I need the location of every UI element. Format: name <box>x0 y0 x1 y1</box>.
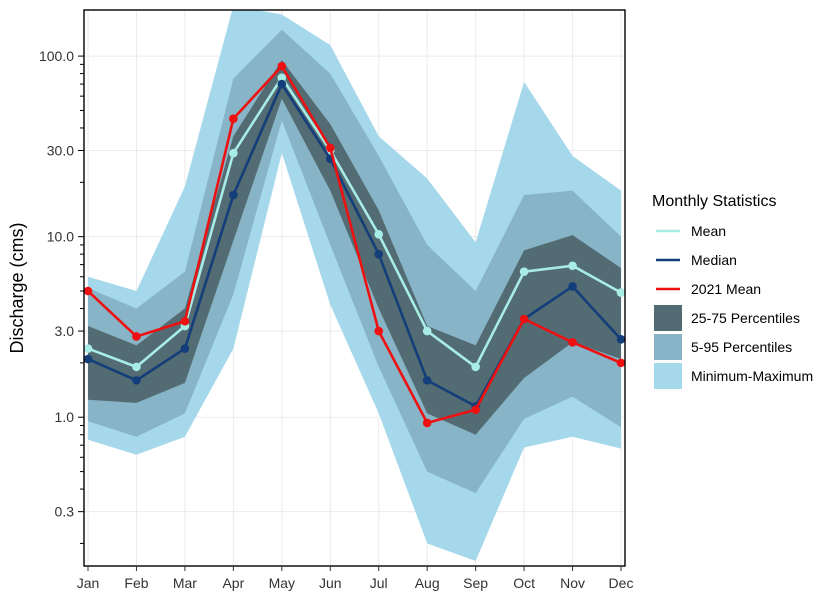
x-tick-label-oct: Oct <box>513 575 535 591</box>
y-axis-ticks: 0.3 1.0 3.0 10.0 30.0 100.0 <box>39 48 84 544</box>
y-tick-label: 10.0 <box>47 229 74 245</box>
x-tick-label-jan: Jan <box>77 575 100 591</box>
x-tick-label-feb: Feb <box>124 575 148 591</box>
legend-label: 25-75 Percentiles <box>691 310 800 326</box>
bands-layer <box>88 10 621 561</box>
point-mean-sep <box>471 362 480 372</box>
series-2021-mean <box>83 61 626 428</box>
y-tick-label: 3.0 <box>55 323 75 339</box>
point-median-apr <box>229 190 238 200</box>
legend-key-swatch <box>654 363 682 389</box>
point-mean-may <box>277 73 287 82</box>
legend-key-swatch <box>654 334 682 360</box>
point-median-aug <box>422 376 432 385</box>
point-median-dec <box>616 335 626 344</box>
point-2021-mean-aug <box>422 418 432 428</box>
x-tick-label-apr: Apr <box>222 575 244 591</box>
series-layer <box>83 61 626 428</box>
point-2021-mean-jan <box>83 286 93 296</box>
x-tick-label-mar: Mar <box>173 575 197 591</box>
y-tick-label: 100.0 <box>39 48 74 64</box>
point-mean-oct <box>519 267 529 276</box>
point-2021-mean-mar <box>180 316 190 326</box>
legend-item-25-75-percentiles: 25-75 Percentiles <box>654 305 800 331</box>
point-2021-mean-apr <box>229 114 238 124</box>
series-line-mean <box>87 76 622 369</box>
point-median-may <box>277 79 287 89</box>
point-2021-mean-dec <box>616 358 626 368</box>
point-mean-jul <box>374 230 384 239</box>
point-median-jul <box>374 249 384 259</box>
point-mean-nov <box>568 261 577 271</box>
legend: Monthly Statistics Mean Median 2021 Mean 25… <box>652 193 813 389</box>
series-line-2021-mean <box>87 64 622 425</box>
point-mean-apr <box>229 148 238 158</box>
point-mean-aug <box>422 326 432 336</box>
axes-frame <box>83 9 626 567</box>
point-2021-mean-nov <box>568 337 577 347</box>
point-2021-mean-jun <box>325 143 335 153</box>
legend-item-2021-mean: 2021 Mean <box>656 281 761 297</box>
legend-item-5-95-percentiles: 5-95 Percentiles <box>654 334 792 360</box>
legend-key-swatch <box>654 305 682 331</box>
point-2021-mean-oct <box>519 314 529 324</box>
point-median-feb <box>132 376 141 385</box>
point-median-jan <box>83 354 93 364</box>
point-2021-mean-sep <box>471 405 480 415</box>
x-axis-ticks: Jan Feb Mar Apr May Jun Jul Aug Sep Oct Nov Dec <box>77 566 634 591</box>
x-tick-label-may: May <box>269 575 295 591</box>
x-tick-label-aug: Aug <box>415 575 440 591</box>
y-tick-label: 30.0 <box>47 143 74 159</box>
point-mean-dec <box>616 288 626 297</box>
point-mean-jan <box>83 344 93 353</box>
plot-border <box>83 9 626 567</box>
x-tick-label-sep: Sep <box>463 575 488 591</box>
point-median-mar <box>180 344 190 353</box>
y-tick-label: 1.0 <box>55 409 75 425</box>
x-tick-label-dec: Dec <box>609 575 634 591</box>
legend-title: Monthly Statistics <box>652 193 776 210</box>
point-2021-mean-feb <box>132 332 141 341</box>
y-tick-label: 0.3 <box>55 504 75 520</box>
point-mean-feb <box>132 362 141 372</box>
legend-item-median: Median <box>656 252 737 268</box>
legend-item-minimum-maximum: Minimum-Maximum <box>654 363 813 389</box>
legend-label: 2021 Mean <box>691 281 761 297</box>
legend-label: 5-95 Percentiles <box>691 339 792 355</box>
point-2021-mean-jul <box>374 326 384 336</box>
point-median-nov <box>568 282 577 291</box>
x-tick-label-jun: Jun <box>319 575 342 591</box>
point-2021-mean-may <box>277 61 287 71</box>
legend-label: Minimum-Maximum <box>691 368 813 384</box>
legend-item-mean: Mean <box>656 223 726 239</box>
x-tick-label-jul: Jul <box>370 575 388 591</box>
series-line-median <box>87 82 622 408</box>
legend-label: Median <box>691 252 737 268</box>
legend-label: Mean <box>691 223 726 239</box>
x-tick-label-nov: Nov <box>560 575 585 591</box>
y-axis-title: Discharge (cms) <box>7 222 27 353</box>
